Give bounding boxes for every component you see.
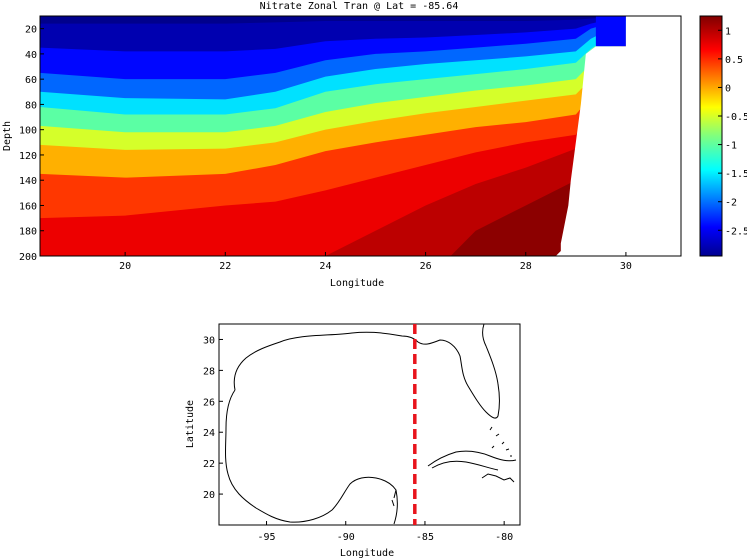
y-tick-label: 80 [25,100,37,111]
x-tick-label: 28 [520,261,532,272]
colorbar-tick-label: -0.5 [725,112,747,123]
y-tick-label: 60 [25,75,37,86]
map-y-tick-label: 28 [203,366,215,377]
colorbar-tick-label: -1 [725,141,737,152]
y-tick-label: 200 [19,252,37,263]
section-plot: Nitrate Zonal Tran @ Lat = -85.64 20 22 24… [2,1,747,289]
x-tick-label: 20 [119,261,131,272]
map-x-tick-label: -90 [337,532,355,543]
colorbar-tick-label: -1.5 [725,169,747,180]
plot-frame [39,15,682,257]
y-axis-ticks: 20 40 60 80 100 120 140 160 180 200 [19,25,44,263]
map-y-axis-ticks: 30 28 26 24 22 20 [203,335,223,501]
y-tick-label: 160 [19,201,37,212]
map-frame [218,323,521,526]
colorbar-tick-label: -2.5 [725,226,747,237]
x-axis-label: Longitude [330,278,384,289]
map-x-tick-label: -85 [416,532,434,543]
x-tick-label: 22 [219,261,231,272]
x-tick-label: 30 [620,261,632,272]
map-y-tick-label: 24 [203,428,215,439]
colorbar [699,15,723,257]
map-x-tick-label: -80 [495,532,513,543]
y-tick-label: 40 [25,50,37,61]
y-axis-label: Depth [2,121,13,151]
y-tick-label: 140 [19,176,37,187]
location-map: -95 -90 -85 -80 30 28 26 24 22 20 Longitude Lati… [185,323,521,559]
map-x-axis-label: Longitude [340,548,394,559]
colorbar-tick-label: 1 [725,26,731,37]
y-tick-label: 100 [19,126,37,137]
contour-fill [40,16,681,256]
x-tick-label: 24 [319,261,331,272]
land-mask [555,16,681,256]
colorbar-tick-label: 0.5 [725,55,743,66]
y-tick-label: 180 [19,227,37,238]
map-y-tick-label: 20 [203,490,215,501]
chart-title: Nitrate Zonal Tran @ Lat = -85.64 [260,1,459,12]
coastline [225,323,517,525]
map-x-axis-ticks: -95 -90 -85 -80 [257,521,513,543]
x-axis-ticks: 20 22 24 26 28 30 [119,252,632,272]
y-tick-label: 120 [19,151,37,162]
map-y-axis-label: Latitude [185,400,196,448]
x-tick-label: 26 [420,261,432,272]
map-x-tick-label: -95 [257,532,275,543]
colorbar-ticks: 1 0.5 0 -0.5 -1 -1.5 -2 -2.5 [718,26,747,237]
map-y-tick-label: 26 [203,397,215,408]
map-y-tick-label: 30 [203,335,215,346]
colorbar-tick-label: -2 [725,198,737,209]
colorbar-tick-label: 0 [725,83,731,94]
y-tick-label: 20 [25,25,37,36]
shelf-water [595,16,626,47]
map-y-tick-label: 22 [203,459,215,470]
